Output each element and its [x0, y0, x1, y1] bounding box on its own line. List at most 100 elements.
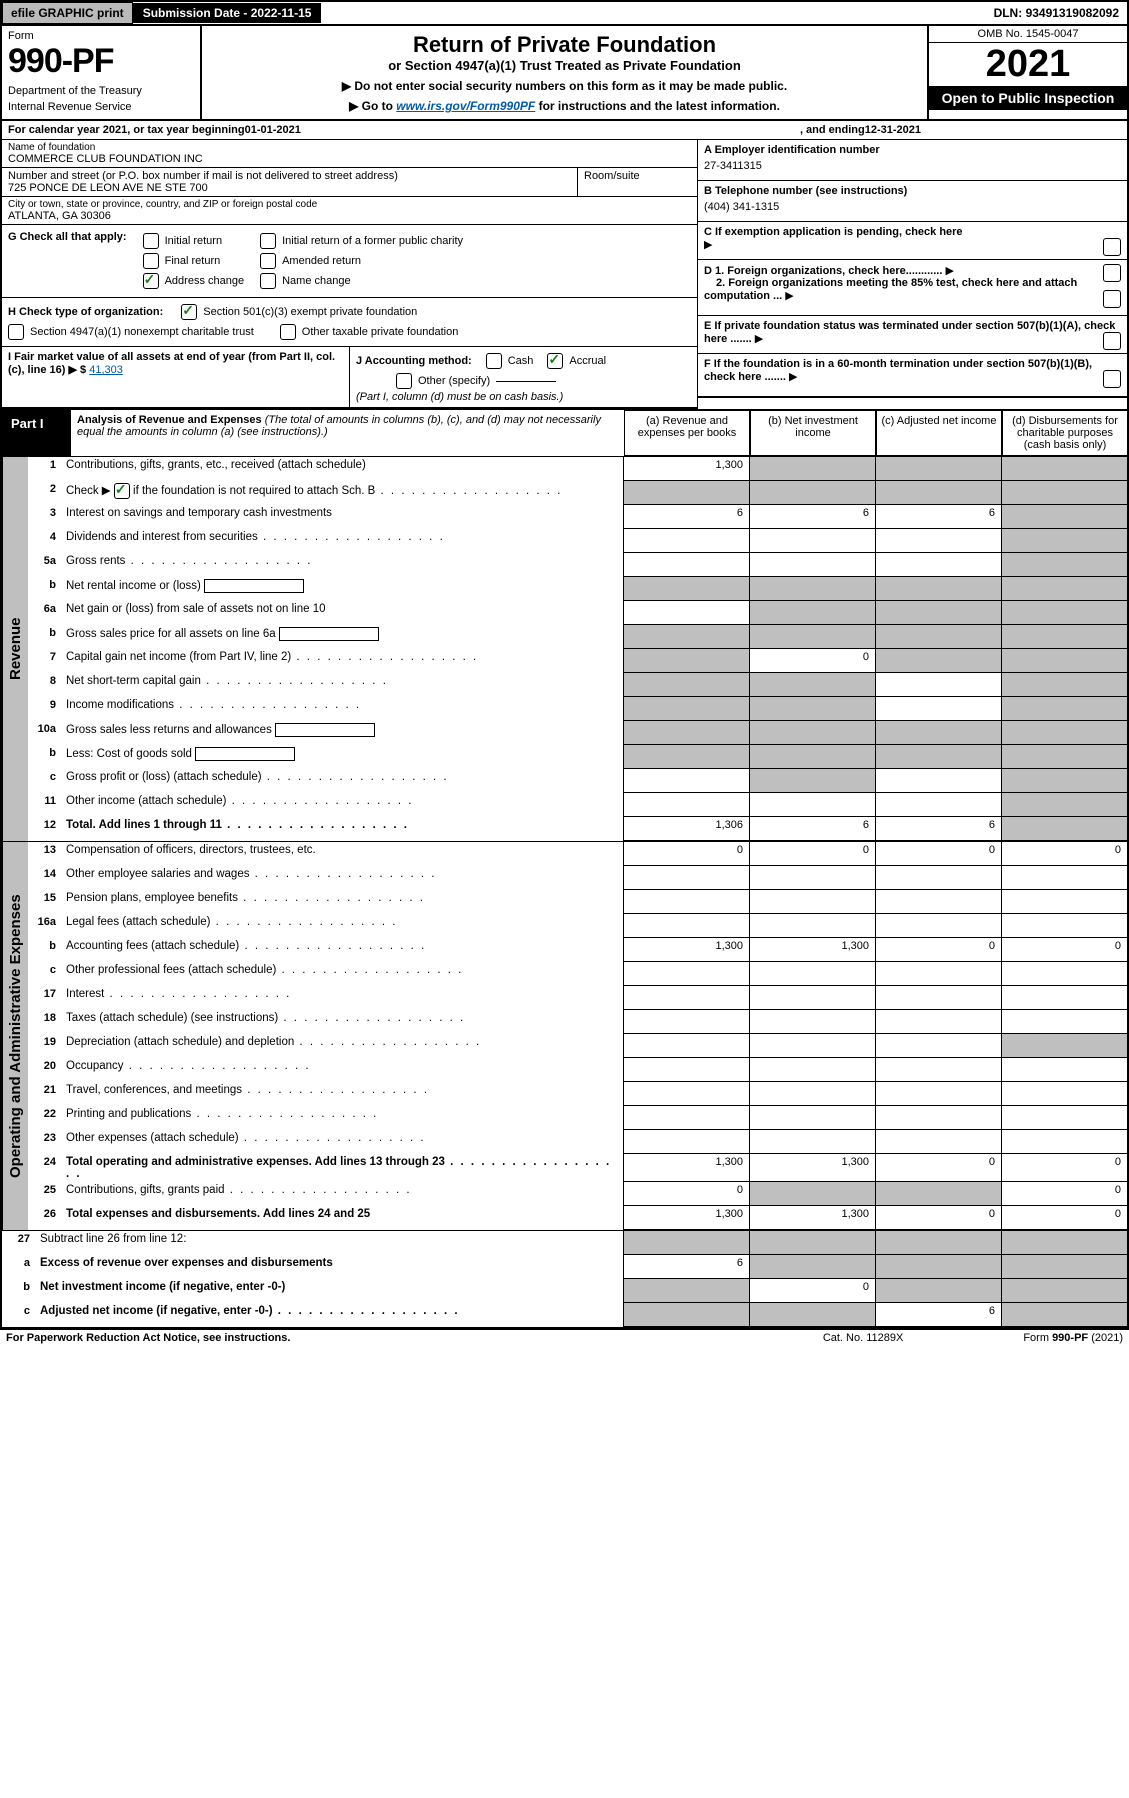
row-r2-a	[623, 481, 749, 505]
j-other: Other (specify)	[418, 375, 490, 387]
d2-check[interactable]	[1103, 290, 1121, 308]
omb-no: OMB No. 1545-0047	[929, 26, 1127, 43]
h-check-2[interactable]	[8, 324, 24, 340]
row-r1-desc: Contributions, gifts, grants, etc., rece…	[66, 459, 366, 471]
f-check[interactable]	[1103, 370, 1121, 388]
row-r5a-desc-cell: Gross rents	[62, 553, 623, 577]
row-r13-num: 13	[28, 842, 62, 866]
row-r27-d	[1001, 1231, 1127, 1255]
g-check-1[interactable]	[143, 253, 159, 269]
row-r14-desc-cell: Other employee salaries and wages	[62, 866, 623, 890]
row-r18-b	[749, 1010, 875, 1034]
row-r22-desc-cell: Printing and publications	[62, 1106, 623, 1130]
row-r25: 25 Contributions, gifts, grants paid 0 0	[28, 1182, 1127, 1206]
h-check-3[interactable]	[280, 324, 296, 340]
subdate-val: 2022-11-15	[251, 6, 312, 20]
row-r2-d	[1001, 481, 1127, 505]
row-r23-d	[1001, 1130, 1127, 1154]
row-r4-a	[623, 529, 749, 553]
room-label: Room/suite	[584, 170, 691, 182]
row-r3-d	[1001, 505, 1127, 529]
g-label: G Check all that apply:	[8, 231, 127, 291]
header-center: Return of Private Foundation or Section …	[202, 26, 927, 119]
row-r25-c	[875, 1182, 1001, 1206]
cy-pre: For calendar year 2021, or tax year begi…	[8, 124, 245, 136]
f-sect: F If the foundation is in a 60-month ter…	[698, 354, 1127, 398]
row-r21-num: 21	[28, 1082, 62, 1106]
row-r20-c	[875, 1058, 1001, 1082]
g-check-4[interactable]	[260, 253, 276, 269]
row-r21-d	[1001, 1082, 1127, 1106]
b-sect: B Telephone number (see instructions) (4…	[698, 181, 1127, 222]
row-r10b-desc: Less: Cost of goods sold	[66, 748, 192, 760]
row-r8-a	[623, 673, 749, 697]
row-r6a-desc-cell: Net gain or (loss) from sale of assets n…	[62, 601, 623, 625]
row-r5b-num: b	[28, 577, 62, 601]
j-check-accrual[interactable]	[547, 353, 563, 369]
row-r2-b	[749, 481, 875, 505]
row-r22-b	[749, 1106, 875, 1130]
row-r26-c: 0	[875, 1206, 1001, 1230]
h-check-1[interactable]	[181, 304, 197, 320]
row-r10b-box	[195, 747, 295, 761]
instr-link[interactable]: www.irs.gov/Form990PF	[396, 99, 535, 113]
row-r15-a	[623, 890, 749, 914]
row-r7: 7 Capital gain net income (from Part IV,…	[28, 649, 1127, 673]
i-val[interactable]: 41,303	[89, 364, 123, 376]
row-r7-desc-cell: Capital gain net income (from Part IV, l…	[62, 649, 623, 673]
d2-label: 2. Foreign organizations meeting the 85%…	[704, 277, 1077, 302]
efile-btn[interactable]: efile GRAPHIC print	[2, 2, 133, 24]
row-r24-desc-cell: Total operating and administrative expen…	[62, 1154, 623, 1182]
row-r5a: 5a Gross rents	[28, 553, 1127, 577]
g-check-2[interactable]	[143, 273, 159, 289]
row-r21-a	[623, 1082, 749, 1106]
row-r7-b: 0	[749, 649, 875, 673]
g-check-3[interactable]	[260, 233, 276, 249]
row-r13-a: 0	[623, 842, 749, 866]
row-r27c-desc-cell: Adjusted net income (if negative, enter …	[36, 1303, 623, 1327]
cy-begin: 01-01-2021	[245, 124, 301, 136]
subdate-label: Submission Date -	[143, 6, 251, 20]
j-check-other[interactable]	[396, 373, 412, 389]
revenue-table: 1 Contributions, gifts, grants, etc., re…	[28, 457, 1127, 841]
row-r26-num: 26	[28, 1206, 62, 1230]
row-r12-num: 12	[28, 817, 62, 841]
row-r15-d	[1001, 890, 1127, 914]
d1-label: D 1. Foreign organizations, check here..…	[704, 265, 942, 277]
row-r5b-a	[623, 577, 749, 601]
row-r6b-b	[749, 625, 875, 649]
row-r12-desc-cell: Total. Add lines 1 through 11	[62, 817, 623, 841]
c-check[interactable]	[1103, 238, 1121, 256]
row-r22-num: 22	[28, 1106, 62, 1130]
row-r10b-d	[1001, 745, 1127, 769]
row-r5a-desc: Gross rents	[66, 555, 125, 567]
e-check[interactable]	[1103, 332, 1121, 350]
row-r25-desc-cell: Contributions, gifts, grants paid	[62, 1182, 623, 1206]
dept: Department of the Treasury	[8, 85, 194, 97]
irs: Internal Revenue Service	[8, 101, 194, 113]
row-r10a-c	[875, 721, 1001, 745]
row-r22-desc: Printing and publications	[66, 1108, 191, 1120]
row-r9-b	[749, 697, 875, 721]
row-r2-check[interactable]	[114, 483, 130, 499]
row-r18-desc-cell: Taxes (attach schedule) (see instruction…	[62, 1010, 623, 1034]
row-r1-c	[875, 457, 1001, 481]
row-r19-num: 19	[28, 1034, 62, 1058]
part1-title: Analysis of Revenue and Expenses	[77, 414, 262, 426]
d1-check[interactable]	[1103, 264, 1121, 282]
g-check-0[interactable]	[143, 233, 159, 249]
row-r10b: b Less: Cost of goods sold	[28, 745, 1127, 769]
j-check-cash[interactable]	[486, 353, 502, 369]
row-r6a: 6a Net gain or (loss) from sale of asset…	[28, 601, 1127, 625]
row-r14-c	[875, 866, 1001, 890]
row-r10c-desc: Gross profit or (loss) (attach schedule)	[66, 771, 262, 783]
row-r6a-a	[623, 601, 749, 625]
row-r16c-a	[623, 962, 749, 986]
row-r26-d: 0	[1001, 1206, 1127, 1230]
row-r10a-desc-cell: Gross sales less returns and allowances	[62, 721, 623, 745]
row-r5a-c	[875, 553, 1001, 577]
g-check-5[interactable]	[260, 273, 276, 289]
row-r20-d	[1001, 1058, 1127, 1082]
row-r11-num: 11	[28, 793, 62, 817]
row-r14-a	[623, 866, 749, 890]
